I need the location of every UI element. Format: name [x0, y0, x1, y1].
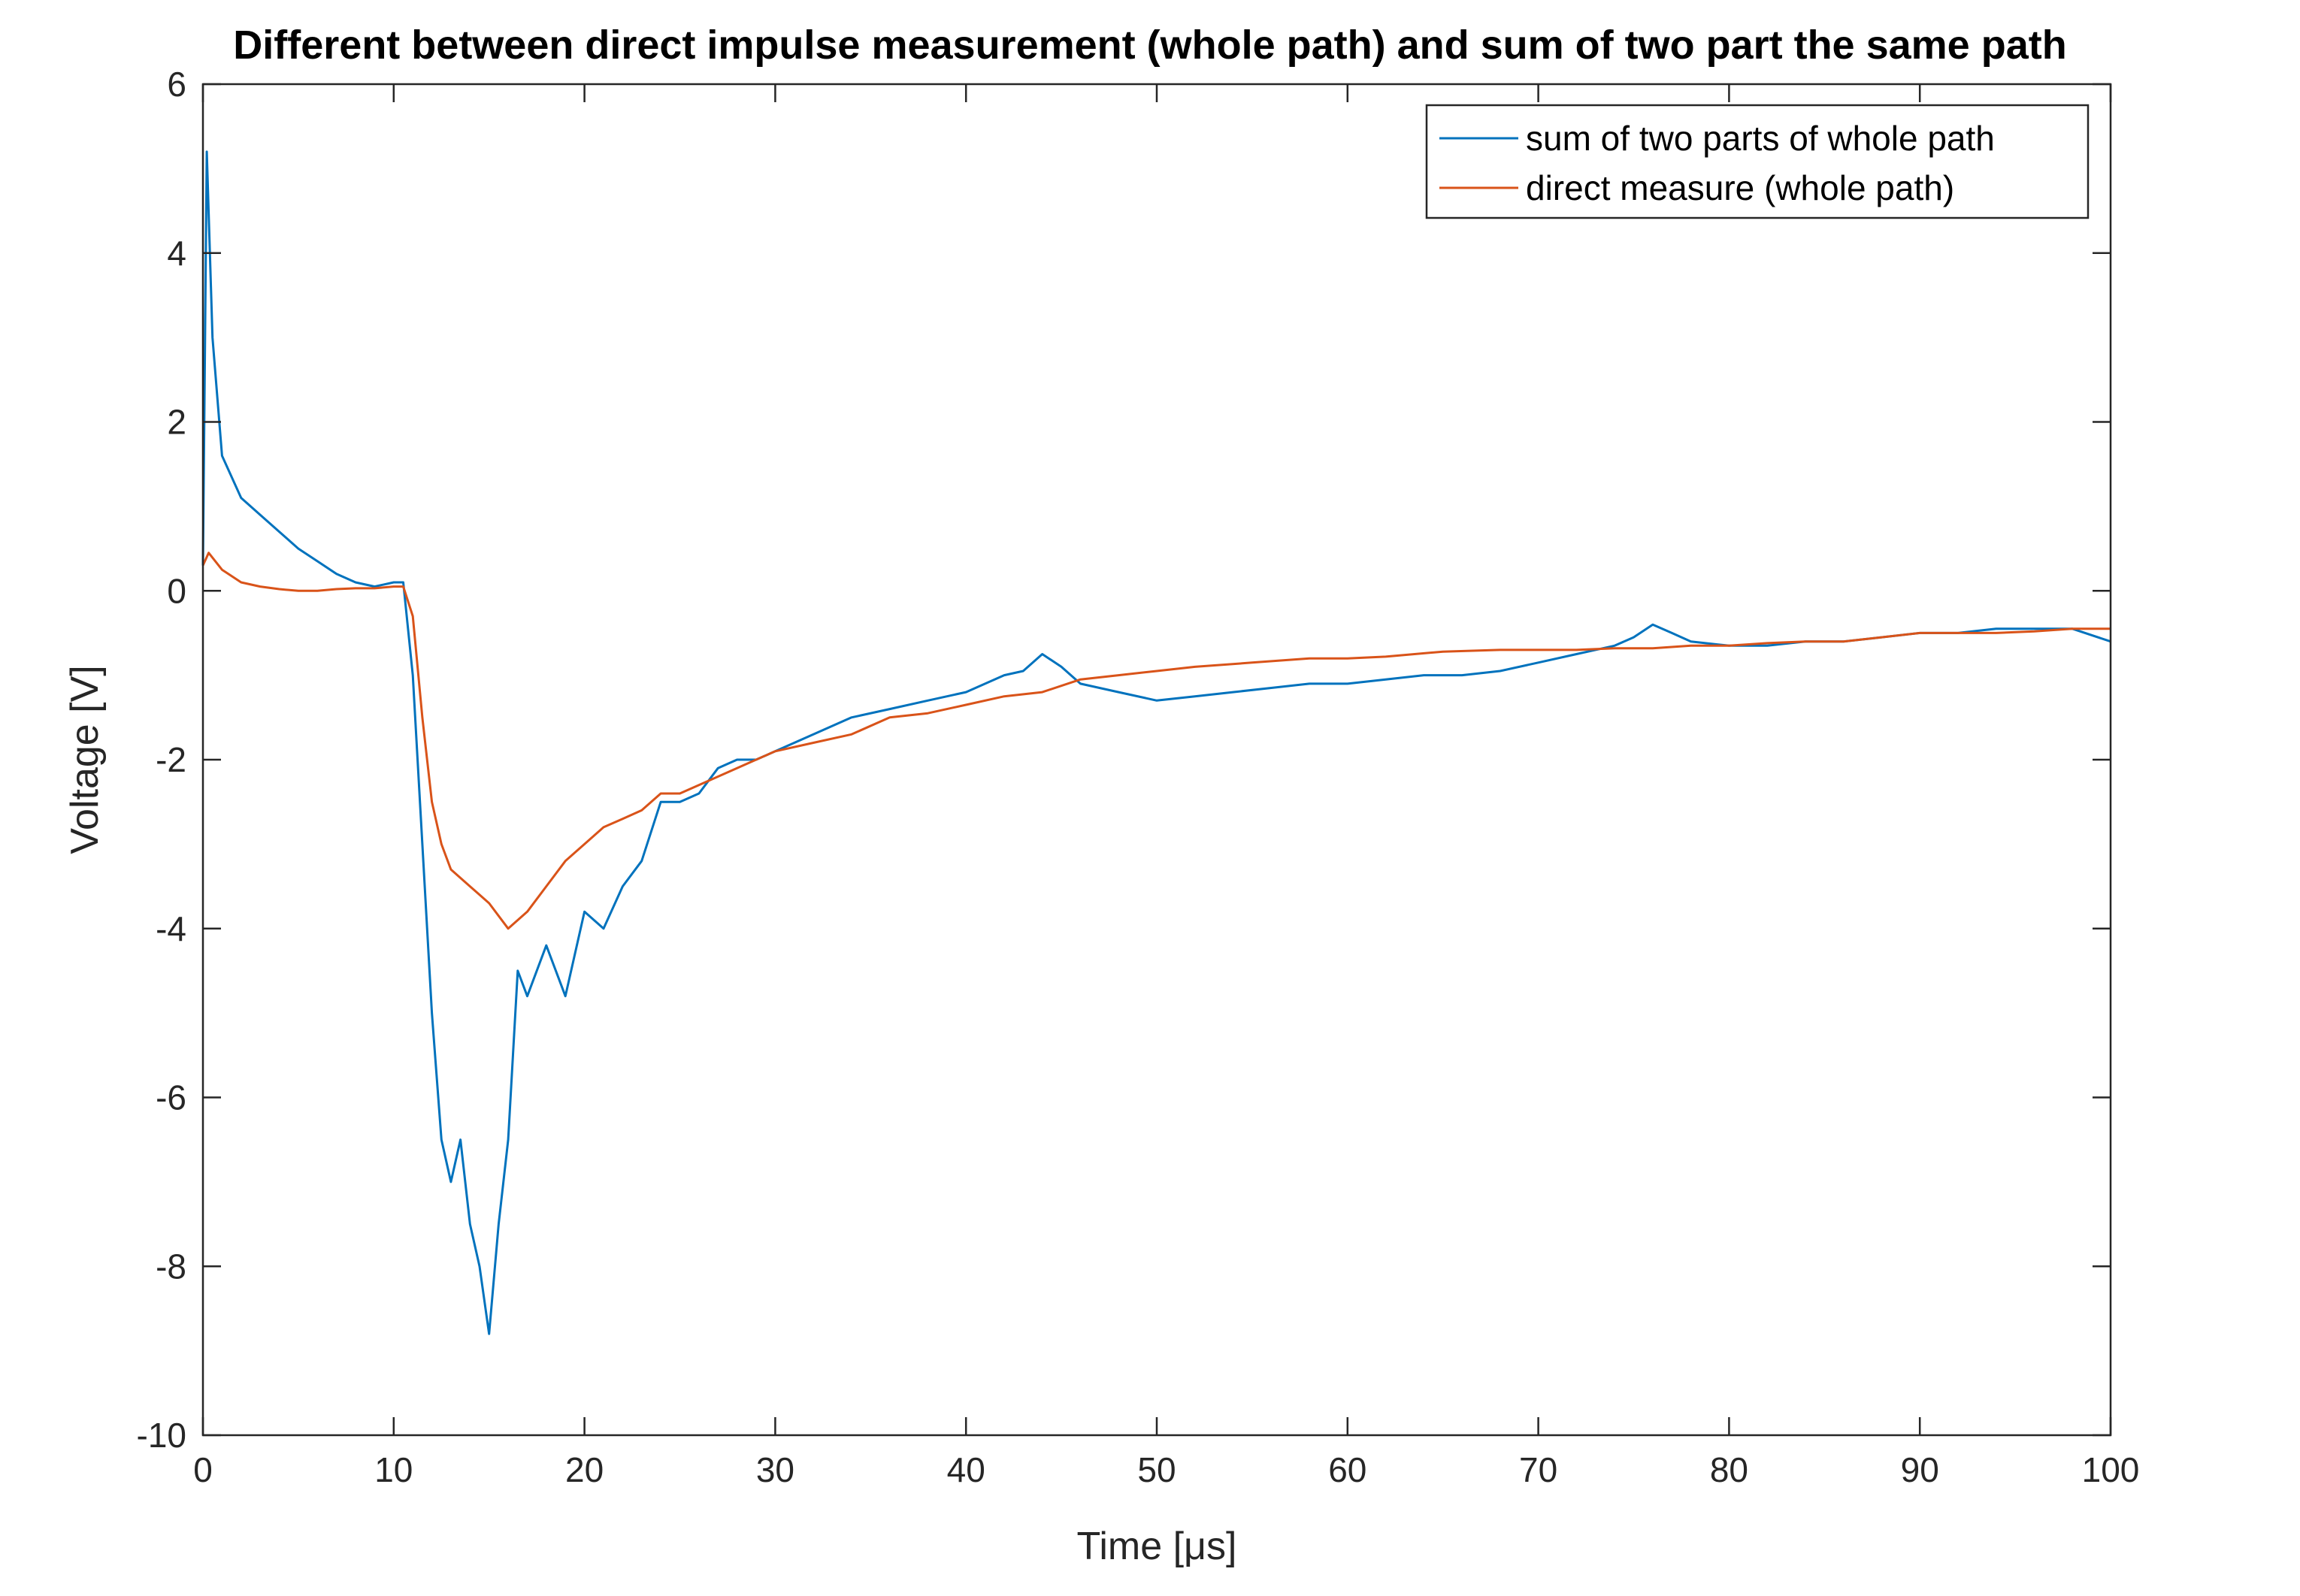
x-tick-label: 30 — [756, 1450, 794, 1489]
series-line-direct — [201, 552, 2111, 930]
x-tick-label: 60 — [1328, 1450, 1366, 1489]
y-axis-label: Voltage [V] — [63, 665, 107, 854]
y-tick-label: -2 — [156, 740, 186, 779]
x-tick-label: 70 — [1519, 1450, 1557, 1489]
x-tick-label: 80 — [1710, 1450, 1748, 1489]
series-group — [201, 150, 2111, 1335]
x-tick-label: 20 — [565, 1450, 604, 1489]
x-tick-label: 100 — [2082, 1450, 2140, 1489]
chart-title: Different between direct impulse measure… — [233, 23, 2066, 68]
legend-label-direct: direct measure (whole path) — [1526, 168, 1954, 207]
x-tick-label: 0 — [193, 1450, 213, 1489]
y-tick-label: -4 — [156, 909, 186, 948]
plot-area — [203, 84, 2111, 1435]
y-tick-label: 0 — [167, 571, 186, 610]
x-axis-ticks: 0 10 20 30 40 50 60 70 80 90 100 — [193, 84, 2139, 1489]
y-tick-label: 2 — [167, 403, 186, 442]
x-tick-label: 50 — [1137, 1450, 1176, 1489]
x-tick-label: 90 — [1901, 1450, 1939, 1489]
y-tick-label: -10 — [137, 1416, 186, 1455]
legend-box — [1425, 104, 2090, 219]
x-axis-label: Time [μs] — [1077, 1525, 1237, 1568]
y-tick-label: -6 — [156, 1078, 186, 1117]
y-tick-label: 6 — [167, 65, 186, 104]
legend[interactable]: sum of two parts of whole path direct me… — [1425, 104, 2090, 219]
y-axis-ticks: -10 -8 -6 -4 -2 0 2 4 6 — [137, 65, 2111, 1455]
y-tick-label: -8 — [156, 1247, 186, 1286]
legend-label-sum: sum of two parts of whole path — [1526, 119, 1995, 158]
y-tick-label: 4 — [167, 234, 186, 273]
x-tick-label: 10 — [374, 1450, 413, 1489]
x-tick-label: 40 — [947, 1450, 985, 1489]
